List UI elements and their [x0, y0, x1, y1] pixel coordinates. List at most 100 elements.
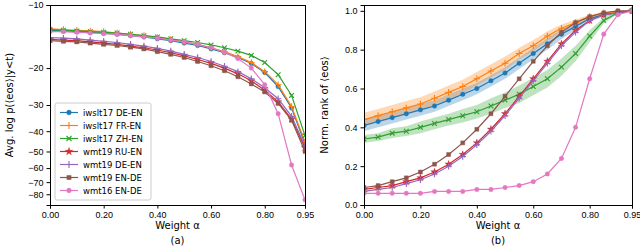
tick-label: 0.60 — [525, 210, 543, 220]
point — [474, 142, 481, 149]
x-tick: 0.40 — [469, 205, 487, 220]
point — [303, 149, 305, 153]
series-line — [364, 11, 632, 126]
point — [475, 127, 479, 131]
point — [446, 117, 451, 122]
point — [502, 112, 509, 119]
y-axis-title: Avg. log p(⟨eos⟩|y<t) — [4, 53, 16, 157]
point — [417, 101, 424, 108]
point — [389, 109, 396, 116]
tick-label: −10 — [28, 0, 43, 10]
point — [432, 189, 437, 194]
point — [222, 69, 226, 73]
y-tick: 0.0 — [345, 200, 364, 210]
y-tick: 0.4 — [345, 123, 364, 133]
point — [236, 75, 240, 79]
tick-label: −70 — [28, 178, 43, 188]
point — [376, 184, 380, 188]
point — [376, 119, 381, 124]
y-axis: 0.00.20.40.60.81.0 — [345, 6, 365, 211]
point — [75, 30, 80, 35]
point — [602, 11, 606, 15]
point — [445, 89, 452, 96]
point — [475, 187, 480, 192]
point — [169, 38, 174, 43]
point — [236, 49, 241, 54]
x-axis-title: Weight α — [476, 220, 521, 231]
point — [182, 40, 187, 45]
point — [390, 115, 395, 120]
tick-mark — [361, 166, 365, 167]
tick-label: 0.95 — [297, 210, 315, 220]
point — [403, 180, 410, 187]
tick-mark — [361, 88, 365, 89]
point — [545, 76, 550, 81]
point — [460, 92, 465, 97]
point — [573, 125, 578, 130]
x-tick: 0.80 — [256, 205, 274, 220]
legend-label: wmt16 EN-DE — [83, 186, 142, 196]
point — [222, 45, 227, 50]
caption: (a) — [171, 235, 185, 246]
point — [403, 105, 410, 112]
point — [262, 82, 267, 87]
point — [418, 170, 422, 174]
tick-label: 0.0 — [345, 200, 358, 210]
point — [142, 35, 147, 40]
point — [516, 50, 523, 57]
tick-label: 0.95 — [624, 210, 640, 220]
point — [517, 183, 522, 188]
point — [445, 163, 452, 170]
point — [475, 86, 480, 91]
point — [263, 90, 267, 94]
x-tick: 0.80 — [581, 205, 599, 220]
point — [446, 98, 451, 103]
point — [544, 60, 551, 67]
point — [375, 112, 382, 119]
y-tick: −80 — [28, 190, 50, 200]
tick-mark — [47, 182, 51, 183]
tick-mark — [361, 205, 365, 206]
tick-mark — [47, 194, 51, 195]
point — [545, 172, 550, 177]
plot-area — [50, 26, 305, 202]
point — [155, 36, 160, 41]
tick-mark — [533, 205, 534, 209]
point — [262, 60, 267, 65]
point — [303, 133, 305, 138]
tick-label: 0.80 — [256, 210, 274, 220]
y-tick: 1.0 — [345, 6, 364, 16]
point — [128, 33, 133, 38]
tick-label: −20 — [28, 63, 43, 73]
x-tick: 0.20 — [412, 205, 430, 220]
point — [517, 61, 522, 66]
figure: 0.000.200.400.600.800.95−10−20−30−40−50−… — [0, 0, 640, 247]
point — [196, 59, 200, 63]
tick-mark — [420, 205, 421, 209]
tick-mark — [47, 5, 51, 6]
point — [616, 9, 620, 13]
series-line — [50, 38, 305, 146]
point — [101, 31, 106, 36]
tick-mark — [47, 68, 51, 69]
point — [516, 95, 523, 102]
point — [503, 94, 507, 98]
x-axis: 0.000.200.400.600.800.95 — [42, 205, 315, 220]
y-tick: −50 — [28, 147, 50, 157]
y-tick: 0.8 — [345, 45, 364, 55]
legend-label: wmt19 DE-EN — [83, 160, 142, 170]
point — [559, 65, 564, 70]
point — [531, 51, 536, 56]
point — [545, 44, 549, 48]
y-axis-title: Norm. rank of ⟨eos⟩ — [319, 56, 330, 153]
point — [390, 191, 395, 196]
point — [221, 63, 228, 70]
point — [544, 33, 551, 40]
point — [630, 9, 632, 14]
x-axis: 0.000.200.400.600.800.95 — [356, 205, 640, 220]
point — [503, 185, 508, 190]
tick-mark — [361, 11, 365, 12]
x-tick: 0.20 — [95, 205, 113, 220]
legend-label: wmt19 EN-DE — [83, 173, 142, 183]
y-tick: −60 — [28, 163, 50, 173]
